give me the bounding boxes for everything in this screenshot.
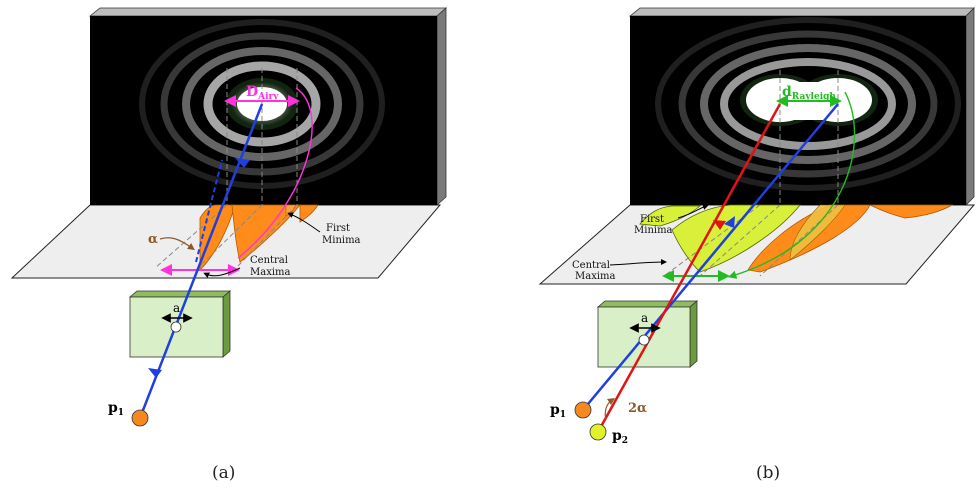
central-maxima-annotation: Central Maxima [572,259,667,282]
first-minima-annotation: First Minima [634,204,709,236]
ray-p1 [582,103,839,411]
ray-p1 [138,103,264,419]
ray-p1-arrowhead-lower [148,368,162,378]
rayleigh-width-label: dRayleigh [782,84,836,102]
angle-label: α [148,232,158,247]
screen-side [965,7,975,206]
source-p1-label: p1 [108,400,124,418]
svg-text:Maxima: Maxima [250,267,291,278]
floor-projection-lines [154,204,298,269]
slit-aperture [638,334,650,346]
svg-text:First: First [640,214,664,225]
ray-p1-arrowhead-upper [235,158,250,168]
angle-label: 2α [628,401,647,416]
source-p2 [589,423,607,441]
slit-label: a [641,311,648,325]
panel-a: DAiry a p1 α First Minima Central Maxima… [10,7,448,483]
svg-text:Minima: Minima [634,225,673,236]
overlapping-airy-rings [655,17,961,191]
source-p1 [131,409,149,427]
ray-p1-dashed [195,159,223,263]
screen-side [436,7,447,206]
reference-lines [226,68,298,205]
slit-box-side [222,290,231,358]
slit-box-top [128,290,232,298]
source-p1-label: p1 [550,402,566,420]
svg-text:Maxima: Maxima [575,271,616,282]
ray-p2-arrowhead [713,220,726,230]
svg-text:Minima: Minima [322,235,361,246]
ray-p1-arrowhead [724,216,735,228]
angle-pointer [159,237,195,251]
central-maxima-annotation: Central Maxima [203,255,291,278]
source-p2-label: p2 [612,428,628,446]
intensity-profiles [639,204,954,273]
slit-label: a [173,301,180,315]
airy-width-marker [160,87,313,276]
svg-text:First: First [326,223,350,234]
svg-text:Central: Central [572,260,610,271]
caption-a: (a) [212,463,235,483]
screen-top-edge [628,7,975,17]
slit-aperture [170,321,182,333]
airy-width-label: DAiry [246,84,279,102]
caption-b: (b) [756,463,780,483]
slit-box-side [689,300,698,368]
angle-pointer [604,398,615,421]
panel-b: dRayleigh a p1 p2 2α First Minima Centra… [538,7,976,483]
source-p1 [574,401,592,419]
first-minima-annotation: First Minima [287,212,361,246]
screen-top-edge [88,7,448,17]
reference-lines [779,70,839,205]
svg-text:Central: Central [250,255,288,266]
slit-box-top [596,300,699,308]
ray-p2 [596,103,782,433]
